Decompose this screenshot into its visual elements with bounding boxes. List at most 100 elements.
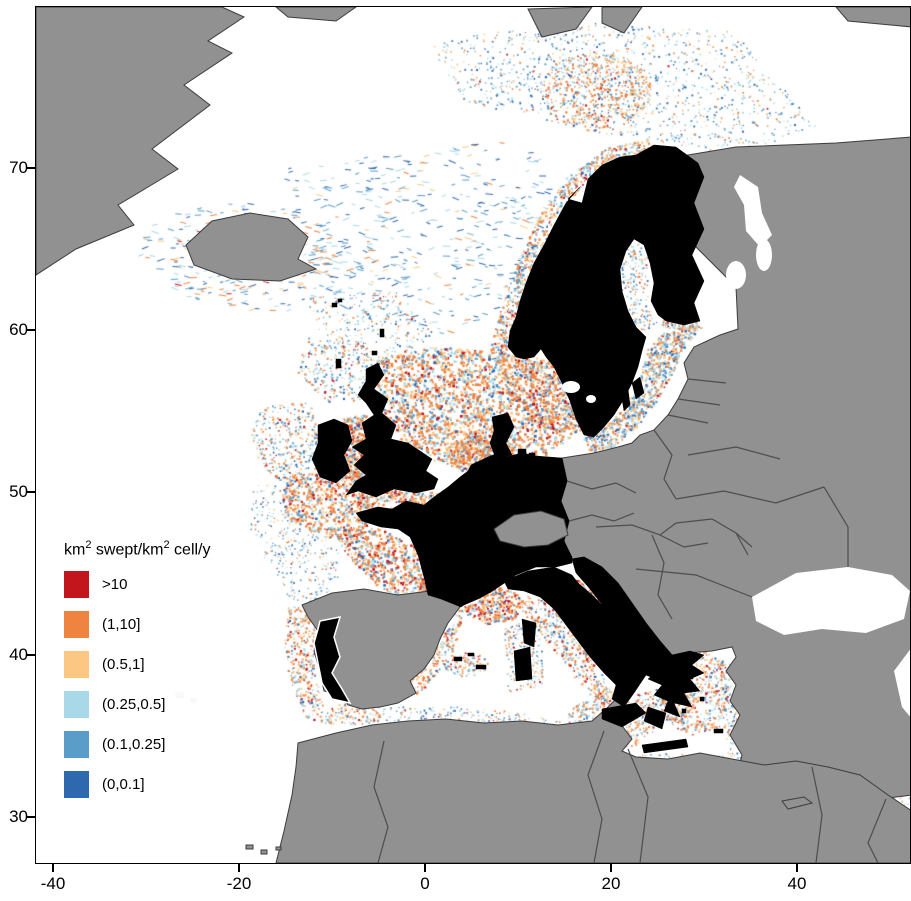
land-france-germany-benelux: [355, 452, 573, 608]
land-aegean-island: [699, 696, 705, 702]
legend-item: (1,10]: [64, 611, 264, 639]
land-layer: [36, 7, 910, 863]
land-aegean-island: [681, 708, 687, 714]
land-shetland: [379, 328, 385, 338]
land-canary-2: [260, 849, 268, 855]
border-line: [653, 429, 677, 500]
land-corsica: [521, 618, 537, 648]
border-line: [595, 522, 677, 536]
x-axis-tick: [52, 863, 54, 872]
legend-item: >10: [64, 571, 264, 599]
y-axis-label: 50: [9, 482, 28, 501]
legend-swatch: [64, 691, 89, 719]
legend-item-label: (0,0.1]: [102, 776, 145, 794]
border-line: [687, 446, 781, 460]
land-greenland: [36, 7, 246, 276]
lakes-on-black-group: [562, 381, 596, 403]
border-line: [675, 486, 825, 504]
land-cyprus: [781, 796, 814, 810]
y-axis-label: 60: [9, 320, 28, 339]
land-svalbard-west: [527, 7, 593, 38]
legend-item: (0.25,0.5]: [64, 691, 264, 719]
land-balkan-adriatic-strip: [571, 556, 673, 664]
land-alps-switzerland-austria: [493, 510, 569, 548]
border-line: [373, 740, 389, 863]
x-axis-label: -40: [40, 874, 66, 893]
land-oland: [621, 388, 631, 412]
legend-item: (0.5,1]: [64, 651, 264, 679]
x-axis-label: -20: [226, 874, 252, 893]
border-line: [867, 798, 887, 863]
legend-swatch: [64, 611, 89, 639]
border-line: [687, 378, 727, 384]
x-axis-tick: [238, 863, 240, 872]
land-denmark-jutland: [489, 412, 515, 460]
lake-vattern: [586, 395, 596, 403]
border-line: [568, 512, 635, 522]
gray-overlay-group: [493, 510, 569, 548]
border-line: [651, 534, 673, 620]
border-line: [735, 532, 749, 556]
land-balearic-island-3: [475, 664, 487, 670]
legend-item-label: (0.25,0.5]: [102, 696, 166, 714]
border-line: [587, 730, 605, 863]
land-faroe-1: [331, 302, 338, 308]
legend-swatch: [64, 571, 89, 599]
land-faroe-2: [337, 298, 343, 303]
x-axis-tick: [796, 863, 798, 872]
legend-item-label: (0.1,0.25]: [102, 736, 166, 754]
land-hebrides: [335, 358, 342, 369]
land-gotland: [631, 376, 645, 400]
land-sicily: [601, 702, 647, 728]
lake-vanern: [562, 381, 580, 393]
border-line: [677, 398, 721, 406]
land-svalbard-east: [601, 7, 643, 34]
x-axis-label: 20: [601, 874, 621, 893]
x-axis-tick: [610, 863, 612, 872]
y-axis-tick: [27, 167, 35, 169]
land-greece: [645, 650, 705, 718]
land-canary-1: [245, 844, 254, 850]
legend-item: (0,0.1]: [64, 771, 264, 799]
border-line: [823, 486, 849, 567]
land-portugal: [313, 616, 352, 705]
legend-item-label: (1,10]: [102, 616, 141, 634]
land-orkney: [371, 350, 378, 356]
border-line: [811, 766, 823, 863]
land-united-kingdom: [345, 362, 439, 498]
legend-swatch: [64, 731, 89, 759]
land-greenland-ne-fragment: [275, 7, 357, 22]
sea-black-sea: [752, 567, 910, 635]
land-crete: [641, 738, 689, 754]
land-iceland: [185, 212, 318, 282]
land-franz-josef: [835, 7, 910, 28]
y-axis-tick: [27, 654, 35, 656]
sea-caspian-edge: [894, 649, 910, 717]
land-fennoscandia: [507, 144, 705, 438]
legend-swatch: [64, 651, 89, 679]
legend-item-label: >10: [102, 576, 128, 594]
black-land-group: [311, 144, 724, 754]
map-legend: km2 swept/km2 cell/y >10 (1,10] (0.5,1] (0.…: [64, 539, 264, 812]
y-axis-label: 40: [9, 645, 28, 664]
land-north-africa: [275, 694, 910, 863]
lake-onega: [756, 239, 772, 271]
border-line: [566, 480, 637, 494]
border-line: [635, 568, 753, 598]
x-axis-label: 0: [420, 874, 430, 893]
border-line: [667, 414, 709, 424]
land-peloponnese: [643, 706, 667, 730]
country-borders-group: [373, 378, 887, 863]
land-ireland: [311, 418, 353, 484]
x-axis-tick: [424, 863, 426, 872]
y-axis-label: 30: [9, 807, 28, 826]
inland-sea-group: [726, 175, 910, 717]
x-axis-label: 40: [787, 874, 807, 893]
lake-ladoga: [726, 261, 746, 289]
y-axis-label: 70: [9, 158, 28, 177]
land-balearic-island-2: [467, 652, 475, 657]
border-line: [659, 534, 709, 548]
land-sardinia: [513, 646, 533, 682]
land-aegean-island: [687, 674, 694, 680]
